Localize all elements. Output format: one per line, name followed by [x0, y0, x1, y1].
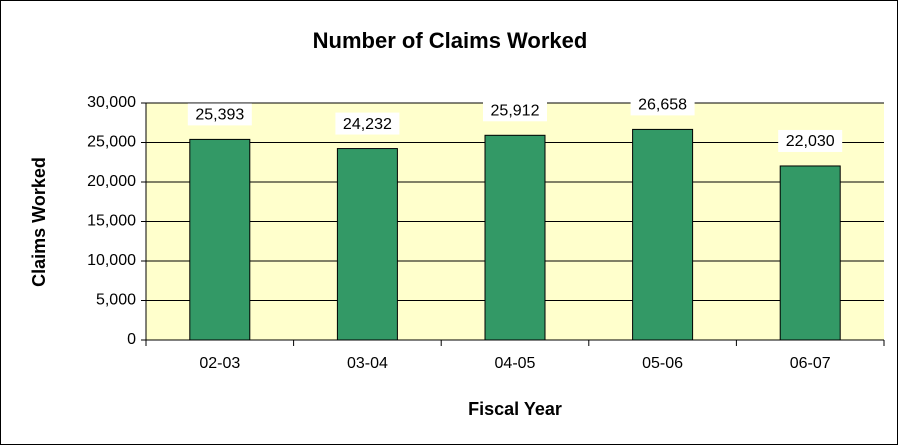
data-label: 24,232: [343, 116, 392, 133]
y-tick-label: 30,000: [87, 94, 136, 111]
x-tick-label: 04-05: [495, 355, 536, 372]
bar: [336, 148, 398, 341]
x-tick-label: 05-06: [642, 355, 683, 372]
y-tick-label: 20,000: [87, 173, 136, 190]
y-axis-label: Claims Worked: [29, 157, 49, 287]
data-label-bg: [335, 112, 400, 135]
y-tick-label: 15,000: [87, 213, 136, 230]
bar: [484, 134, 546, 341]
y-tick-label: 0: [127, 331, 136, 348]
x-tick-label: 06-07: [790, 355, 831, 372]
data-label-bg: [483, 99, 547, 122]
data-label: 25,912: [491, 103, 540, 120]
bar: [189, 138, 251, 341]
x-axis-label: Fiscal Year: [468, 399, 562, 419]
bar: [632, 128, 694, 341]
y-tick-label: 25,000: [87, 134, 136, 151]
x-tick-label: 03-04: [347, 355, 388, 372]
x-tick-label: 02-03: [199, 355, 240, 372]
data-label: 26,658: [638, 97, 687, 114]
y-tick-label: 10,000: [87, 252, 136, 269]
data-label-bg: [187, 103, 252, 126]
bar: [779, 165, 841, 341]
data-label: 22,030: [786, 133, 835, 150]
data-label-bg: [778, 129, 843, 152]
y-tick-label: 5,000: [96, 292, 136, 309]
chart-title: Number of Claims Worked: [313, 28, 588, 53]
data-label: 25,393: [195, 107, 244, 124]
data-label-bg: [630, 93, 695, 116]
